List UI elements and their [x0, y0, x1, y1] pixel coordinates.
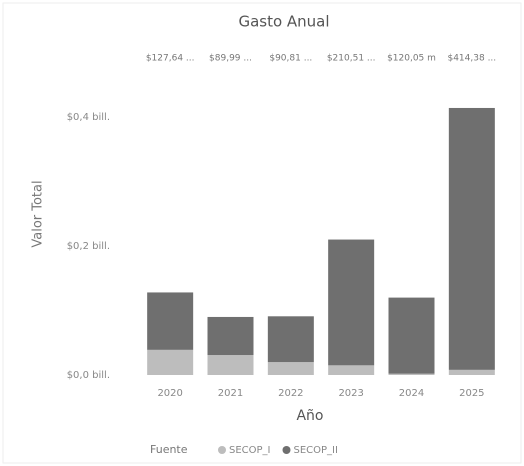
bar-segment	[267, 316, 314, 363]
bar-segment	[328, 365, 375, 375]
total-label: $127,64 ...	[146, 54, 195, 64]
bar-segment	[147, 349, 194, 375]
bar-segment	[448, 369, 495, 375]
bar-segment	[448, 107, 495, 370]
y-tick-label: $0,2 bill.	[67, 241, 110, 252]
total-label: $120,05 m	[387, 54, 436, 64]
bar-segment	[207, 316, 254, 356]
legend-marker	[282, 446, 291, 454]
x-tick-label: 2023	[338, 388, 363, 399]
y-axis-label: Valor Total	[31, 180, 46, 247]
bar-segment	[147, 292, 194, 350]
x-tick-label: 2024	[399, 388, 424, 399]
x-tick-label: 2020	[157, 388, 182, 399]
y-tick-label: $0,4 bill.	[67, 112, 110, 123]
legend-label: SECOP_I	[229, 445, 271, 456]
total-label: $210,51 ...	[327, 54, 376, 64]
chart-title: Gasto Anual	[238, 13, 329, 31]
legend-marker	[218, 446, 226, 454]
bar-segment	[388, 373, 435, 375]
y-tick-label: $0,0 bill.	[67, 370, 110, 381]
bar-segment	[267, 362, 314, 375]
bar-segment	[328, 239, 375, 366]
bar-segment	[207, 355, 254, 375]
x-tick-label: 2025	[459, 388, 484, 399]
x-tick-label: 2022	[278, 388, 303, 399]
legend-label: SECOP_II	[294, 445, 338, 456]
x-tick-label: 2021	[218, 388, 243, 399]
legend-title: Fuente	[150, 443, 188, 456]
total-label: $414,38 ...	[447, 54, 496, 64]
bar-segment	[388, 297, 435, 374]
total-label: $90,81 ...	[269, 54, 312, 64]
total-label: $89,99 ...	[209, 54, 252, 64]
x-axis-label: Año	[296, 408, 323, 424]
